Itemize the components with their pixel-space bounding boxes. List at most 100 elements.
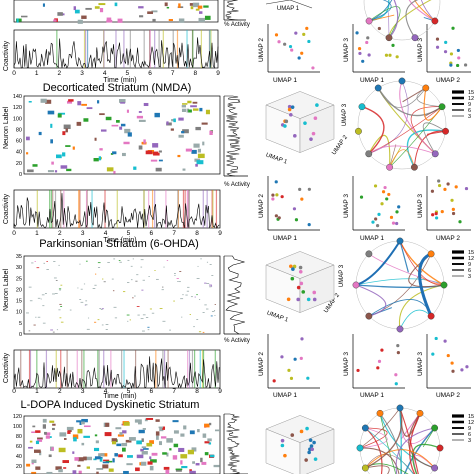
state-band (212, 190, 214, 228)
spike-mark (161, 286, 164, 288)
spike-mark (159, 427, 164, 432)
state-point (298, 187, 302, 191)
tick-label: 60 (16, 139, 22, 145)
spike-mark (98, 156, 102, 161)
state-point (306, 376, 310, 380)
state-point (289, 376, 294, 381)
tick-label: 5 (126, 70, 130, 77)
state-point (454, 185, 458, 189)
umap-2d-plot: UMAP 1 UMAP 2 (258, 334, 320, 399)
spike-mark (41, 294, 45, 296)
spike-mark (202, 433, 207, 438)
spike-mark (198, 299, 201, 301)
spike-mark (205, 109, 210, 115)
state-point (375, 224, 380, 228)
umap-2d-plot: UMAP 2 UMAP 3 (417, 176, 471, 242)
spike-mark (87, 317, 90, 319)
spike-mark (166, 6, 170, 9)
state-band (154, 190, 156, 228)
state-point (395, 210, 399, 214)
state-point (309, 444, 314, 448)
transition-edge (409, 413, 421, 474)
spike-mark (197, 153, 205, 159)
umap-x-label: UMAP 1 (360, 235, 384, 242)
spike-mark (178, 134, 184, 138)
spike-mark (31, 262, 34, 264)
activity-trace (224, 255, 246, 335)
state-point (306, 297, 311, 302)
state-node (396, 237, 404, 245)
state-point (380, 348, 384, 352)
state-point (288, 44, 293, 49)
spike-mark (28, 286, 32, 288)
state-point (307, 450, 311, 455)
panel-title: Parkinsonian Striatum (6-OHDA) (39, 238, 199, 250)
transition-edge (398, 284, 445, 330)
state-point (280, 443, 285, 448)
state-node (416, 409, 424, 417)
time-axis-label: Time (min) (103, 393, 136, 400)
state-point (431, 213, 435, 217)
spike-mark (103, 281, 106, 283)
umap-axis-label: UMAP 1 (265, 152, 289, 165)
spike-mark (85, 456, 93, 461)
spike-mark (196, 319, 199, 320)
spike-mark (192, 2, 200, 8)
spike-mark (132, 258, 134, 260)
state-band (116, 190, 118, 228)
spike-mark (149, 456, 152, 460)
state-point (292, 207, 297, 211)
spike-mark (52, 423, 56, 426)
state-node (396, 325, 404, 333)
spike-mark (57, 113, 62, 118)
state-band (98, 350, 100, 388)
spike-mark (92, 288, 96, 289)
spike-mark (59, 289, 61, 291)
umap-y-label: UMAP 2 (258, 194, 265, 218)
spike-mark (213, 310, 216, 311)
state-point (383, 185, 387, 190)
spike-mark (40, 298, 42, 300)
spike-mark (53, 261, 56, 262)
activity-profile (223, 255, 250, 335)
transition-edge (365, 465, 390, 474)
state-point (451, 207, 455, 211)
spike-mark (177, 154, 181, 158)
spike-mark (119, 261, 122, 263)
spike-mark (72, 451, 75, 454)
tick-label: 20 (16, 464, 22, 470)
spike-mark (83, 283, 86, 285)
spike-mark (209, 130, 213, 136)
spike-mark (50, 329, 54, 331)
state-point (394, 373, 398, 377)
spike-mark (204, 304, 207, 306)
spike-mark (180, 454, 188, 459)
spike-mark (77, 101, 82, 106)
spike-mark (192, 101, 198, 104)
state-band (143, 30, 145, 68)
transition-edge (413, 455, 435, 474)
state-band (49, 190, 51, 228)
spike-mark (139, 15, 144, 18)
spike-mark (56, 154, 62, 159)
spike-mark (42, 424, 47, 429)
spike-mark (86, 466, 90, 469)
spike-mark (83, 118, 89, 122)
spike-mark (26, 312, 29, 314)
activity-axis-label: % Activity (224, 22, 250, 28)
transition-edge (399, 309, 432, 330)
umap-y-label: UMAP 3 (343, 38, 350, 62)
spike-mark (154, 112, 160, 118)
spike-mark (207, 438, 212, 442)
state-point (280, 438, 285, 443)
spike-mark (151, 452, 158, 456)
spike-mark (148, 276, 150, 277)
spike-mark (192, 461, 196, 464)
umap-y-label: UMAP 3 (417, 194, 424, 218)
spike-mark (176, 278, 179, 279)
spike-mark (36, 267, 40, 269)
legend-label: 12 (468, 96, 474, 102)
